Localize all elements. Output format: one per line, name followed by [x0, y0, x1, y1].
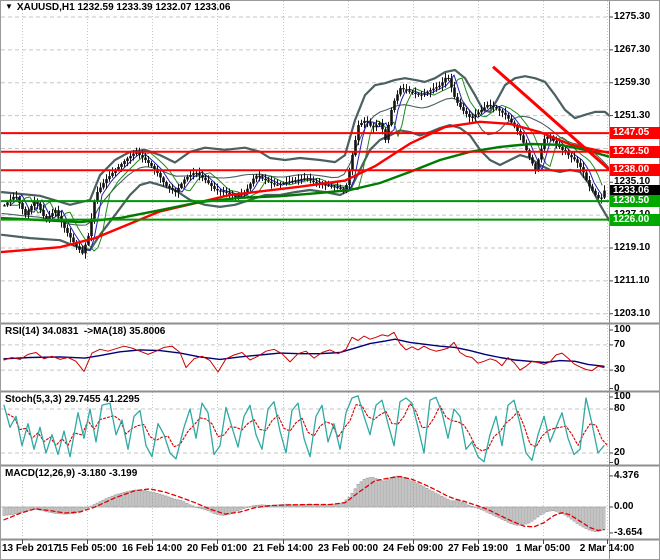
indicator-axis-label: 100: [614, 324, 631, 335]
indicator-axis-label: 20: [614, 446, 626, 458]
time-axis-label: 13 Feb 2017: [2, 543, 59, 554]
time-axis-label: 1 Mar 05:00: [515, 543, 571, 554]
price-level-tag: 1242.50: [610, 145, 660, 158]
rsi-pane-label: RSI(14) 34.0831 ->MA(18) 35.8006: [5, 326, 166, 337]
time-axis-label: 27 Feb 19:00: [447, 543, 509, 554]
stoch-pane-label: Stoch(5,3,3) 29.7455 41.2295: [5, 394, 140, 405]
main-pane: [1, 1, 609, 322]
indicator-axis-label: 0: [614, 382, 620, 394]
time-axis-label: 20 Feb 01:00: [186, 543, 248, 554]
time-axis-label: 23 Feb 00:00: [317, 543, 379, 554]
candles: [3, 73, 606, 259]
main-overlays: [1, 65, 609, 254]
price-axis-label: 1251.30: [614, 109, 651, 121]
time-axis-label: 15 Feb 05:00: [56, 543, 118, 554]
indicator-axis-label: -3.654: [614, 526, 643, 538]
price-axis-label: 1211.10: [614, 274, 650, 286]
time-axis-label: 24 Feb 09:00: [382, 543, 444, 554]
rsi-pane: [1, 325, 609, 390]
price-level-tag: 1233.06: [610, 184, 660, 197]
price-axis-label: 1235.10: [614, 176, 651, 188]
indicator-axis-label: 100: [614, 391, 631, 402]
indicator-axis-label: 0: [614, 456, 620, 468]
price-level-tag: 1226.00: [610, 213, 660, 226]
time-axis-label: 2 Mar 14:00: [579, 543, 635, 554]
stoch-pane: [1, 392, 609, 464]
indicator-axis-label: 4.376: [614, 469, 640, 481]
price-level-tag: 1230.50: [610, 195, 660, 208]
price-axis-label: 1275.30: [614, 11, 651, 22]
price-level-tag: 1247.05: [610, 127, 660, 140]
time-axis-label: 16 Feb 14:00: [121, 543, 183, 554]
price-level-tag: 1238.00: [610, 164, 660, 177]
indicator-axis-label: 0.00: [614, 501, 634, 512]
indicator-axis-label: 70: [614, 338, 626, 350]
chart-title: ▼ XAUUSD,H1 1232.59 1233.39 1232.07 1233.…: [5, 2, 230, 13]
indicator-axis-label: 80: [614, 403, 626, 414]
symbol-dropdown-icon[interactable]: ▼: [5, 2, 13, 11]
time-axis-label: 21 Feb 14:00: [252, 543, 314, 554]
macd-pane: [1, 466, 609, 538]
price-axis-label: 1267.30: [614, 43, 651, 55]
price-axis-label: 1219.10: [614, 241, 651, 253]
price-axis-label: 1203.10: [614, 307, 651, 319]
chart-title-text: XAUUSD,H1 1232.59 1233.39 1232.07 1233.0…: [16, 2, 231, 13]
price-axis-label: 1259.30: [614, 76, 651, 88]
macd-pane-label: MACD(12,26,9) -3.180 -3.199: [5, 468, 138, 479]
indicator-axis-label: 30: [614, 364, 626, 376]
